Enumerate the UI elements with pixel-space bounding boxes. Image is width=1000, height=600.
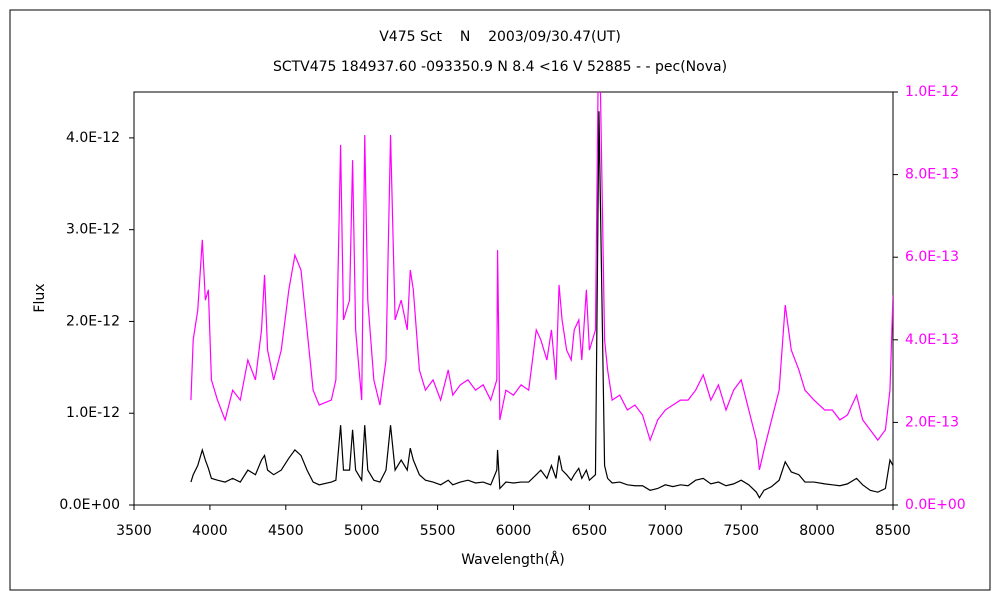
x-tick-label: 3500: [116, 523, 152, 539]
x-tick-label: 6000: [496, 523, 532, 539]
x-tick-label: 4500: [268, 523, 304, 539]
x-tick-label: 6500: [572, 523, 608, 539]
y-tick-label: 0.0E+00: [59, 497, 120, 513]
y-tick-label: 3.0E-12: [66, 222, 120, 238]
chart-subtitle: SCTV475 184937.60 -093350.9 N 8.4 <16 V …: [273, 59, 727, 75]
y2-tick-label: 8.0E-13: [905, 167, 959, 183]
y-tick-label: 1.0E-12: [66, 405, 120, 421]
x-tick-label: 5000: [344, 523, 380, 539]
chart-title: V475 Sct N 2003/09/30.47(UT): [379, 29, 621, 45]
y2-tick-label: 0.0E+00: [905, 497, 966, 513]
y-tick-label: 2.0E-12: [66, 313, 120, 329]
y2-tick-label: 1.0E-12: [905, 84, 959, 100]
x-tick-label: 7500: [723, 523, 759, 539]
x-tick-label: 7000: [647, 523, 683, 539]
y-axis-label: Flux: [32, 283, 48, 312]
x-tick-label: 5500: [420, 523, 456, 539]
chart-border: [9, 9, 991, 591]
y-tick-label: 4.0E-12: [66, 130, 120, 146]
x-axis-label: Wavelength(Å): [461, 551, 565, 568]
spectrum-line: [190, 111, 893, 499]
spectrum-line: [190, 92, 893, 471]
x-tick-label: 8500: [875, 523, 911, 539]
y2-tick-label: 6.0E-13: [905, 249, 959, 265]
y2-tick-label: 2.0E-13: [905, 414, 959, 430]
y2-tick-label: 4.0E-13: [905, 332, 959, 348]
x-tick-label: 8000: [799, 523, 835, 539]
x-tick-label: 4000: [192, 523, 228, 539]
